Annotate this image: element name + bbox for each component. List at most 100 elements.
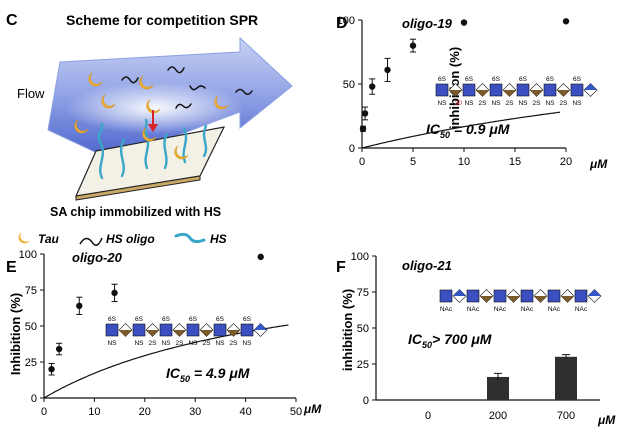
d-data-point <box>460 19 468 26</box>
f-label-bottom: NAc <box>575 306 588 313</box>
f-x-tick-label: 200 <box>489 410 507 422</box>
d-diamond-fill <box>449 90 462 97</box>
chip-label: SA chip immobilized with HS <box>50 205 221 219</box>
d-data-point <box>409 42 417 49</box>
d-label-bottom: NS <box>437 100 447 107</box>
panel-e-xunit: μM <box>303 402 322 416</box>
f-glcn-square <box>493 289 507 303</box>
d-label-bottom: 2S <box>506 100 515 107</box>
d-diamond-fill <box>476 90 489 97</box>
e-data-point <box>48 366 55 373</box>
panel-f: F inhibition (%) oligo-21 μM IC50> 700 μ… <box>336 251 616 427</box>
binding-arrow-head <box>148 124 158 132</box>
f-diamond-fill <box>534 296 547 303</box>
hs-legend-label: HS <box>210 232 227 246</box>
d-fit-curve <box>361 111 560 149</box>
d-label-top: 6S <box>438 76 447 83</box>
panel-c: C Scheme for competition SPR Flow <box>6 12 293 246</box>
f-glcn-square <box>466 289 480 303</box>
panel-f-plot: 0 25 50 75 100 0 200 700 <box>351 251 600 422</box>
d-y-tick-label: 50 <box>343 79 355 91</box>
f-x-tick-label: 700 <box>557 410 575 422</box>
d-data-point <box>562 18 570 25</box>
f-glcn-square <box>547 289 561 303</box>
e-glcn-square <box>240 323 254 337</box>
flow-glow <box>65 82 245 134</box>
d-glcn-square <box>489 83 503 97</box>
panel-f-ylabel: inhibition (%) <box>340 289 355 371</box>
d-diamond-fill <box>584 83 597 90</box>
e-x-tick-label: 50 <box>290 406 302 418</box>
f-diamond-fill <box>480 296 493 303</box>
e-glcn-square <box>132 323 146 337</box>
d-glcn-square <box>570 83 584 97</box>
f-label-bottom: NAc <box>494 306 507 313</box>
e-y-tick-label: 100 <box>19 249 37 261</box>
f-glcn-square <box>439 289 453 303</box>
e-x-tick-label: 40 <box>239 406 251 418</box>
d-data-point <box>369 83 376 90</box>
d-data-point <box>384 66 391 74</box>
panel-d-xunit: μM <box>589 157 608 171</box>
f-diamond-fill <box>561 296 574 303</box>
panel-f-ic50: IC50> 700 μM <box>408 331 492 350</box>
e-label-top: 6S <box>216 316 225 323</box>
e-label-top: 6S <box>162 316 171 323</box>
d-glcn-square <box>462 83 476 97</box>
e-label-top: 6S <box>135 316 144 323</box>
d-y-tick-label: 0 <box>349 143 355 155</box>
e-diamond-fill <box>200 330 213 337</box>
panel-e-ic50: IC50 = 4.9 μM <box>166 365 250 384</box>
f-y-tick-label: 0 <box>363 395 369 407</box>
f-diamond-fill <box>588 289 601 296</box>
f-glcn-square <box>574 289 588 303</box>
d-x-tick-label: 15 <box>509 156 521 168</box>
hs-legend-icon <box>174 232 206 244</box>
f-y-tick-label: 100 <box>351 251 369 263</box>
panel-e: E Inhibition (%) oligo-20 μM IC50 = 4.9 … <box>6 249 322 418</box>
e-glcn-square <box>159 323 173 337</box>
d-label-bottom: 2S <box>479 100 488 107</box>
d-label-top: 6S <box>492 76 501 83</box>
d-diamond-fill <box>503 90 516 97</box>
f-bar <box>555 356 577 400</box>
d-label-top: 6S <box>519 76 528 83</box>
tau-legend-icon <box>18 232 30 244</box>
panel-f-title: oligo-21 <box>402 258 452 273</box>
e-label-bottom: 2S <box>176 340 185 347</box>
d-data-point <box>361 110 369 117</box>
panel-d-letter: D <box>336 15 348 32</box>
e-label-top: 6S <box>108 316 117 323</box>
e-diamond-fill <box>173 330 186 337</box>
panel-d-ic50: IC50 = 0.9 μM <box>426 121 510 140</box>
f-label-bottom: NAc <box>467 306 480 313</box>
e-label-top: 6S <box>243 316 252 323</box>
e-y-tick-label: 50 <box>25 321 37 333</box>
e-label-bottom: NS <box>161 340 171 347</box>
d-diamond-fill <box>557 90 570 97</box>
f-label-bottom: NAc <box>440 306 453 313</box>
e-diamond-fill <box>119 330 132 337</box>
e-diamond-fill <box>254 323 267 330</box>
sa-chip-edge <box>75 175 201 201</box>
tau-legend-label: Tau <box>38 232 60 246</box>
e-x-tick-label: 10 <box>88 406 100 418</box>
e-data-point <box>111 289 118 297</box>
e-y-tick-label: 0 <box>31 393 37 405</box>
panel-e-letter: E <box>6 259 17 276</box>
d-label-top: 6S <box>465 76 474 83</box>
d-glcn-square <box>543 83 557 97</box>
e-y-tick-label: 25 <box>25 357 37 369</box>
f-diamond-fill <box>453 289 466 296</box>
d-label-red: 30 <box>455 100 463 107</box>
e-x-tick-label: 30 <box>189 406 201 418</box>
e-label-bottom: NS <box>188 340 198 347</box>
f-glcn-square <box>520 289 534 303</box>
panel-c-letter: C <box>6 12 18 29</box>
d-label-bottom: 2S <box>533 100 542 107</box>
f-x-tick-label: 0 <box>425 410 431 422</box>
d-label-top: 6S <box>546 76 555 83</box>
hs-oligo-legend-icon <box>79 237 103 246</box>
